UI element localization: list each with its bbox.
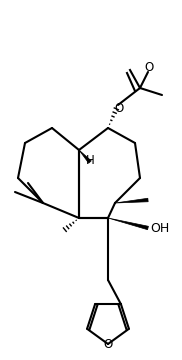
Polygon shape	[108, 218, 149, 230]
Text: O: O	[144, 60, 154, 73]
Text: OH: OH	[150, 221, 169, 234]
Polygon shape	[79, 150, 91, 163]
Text: H: H	[86, 153, 94, 166]
Text: O: O	[103, 338, 113, 351]
Polygon shape	[115, 198, 148, 203]
Text: O: O	[114, 102, 124, 114]
